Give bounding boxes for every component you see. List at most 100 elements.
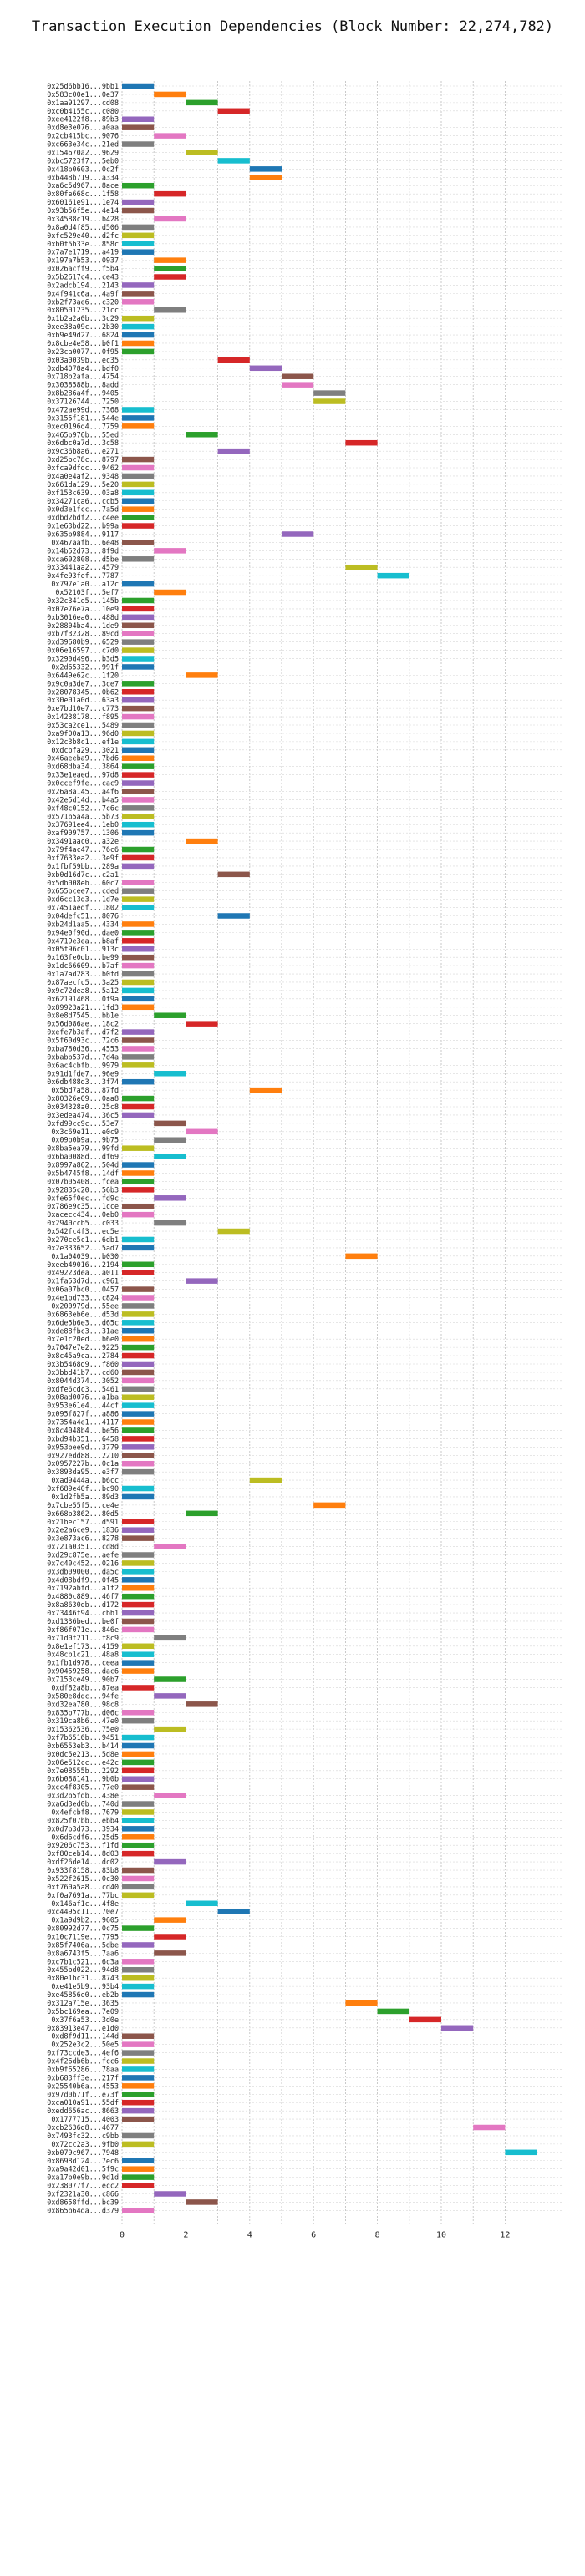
transaction-bar [122,1377,155,1384]
transaction-bar [122,1436,155,1442]
transaction-bar [345,1253,378,1260]
transaction-label: 0xd8f9d11...144d [51,2032,119,2041]
transaction-label: 0xf2321a30...c866 [47,2189,119,2198]
transaction-label: 0xb9f65286...78aa [47,2065,119,2073]
transaction-bar [122,1427,155,1433]
transaction-bar [154,1195,186,1201]
transaction-bar [186,1701,218,1707]
transaction-label: 0x4719e3ea...b8af [47,936,119,945]
transaction-label: 0x06e16597...c7d0 [47,647,119,655]
transaction-bar [122,2092,155,2097]
transaction-label: 0x85f7406a...5dbe [47,1940,119,1949]
transaction-bar [122,1535,155,1541]
transaction-label: 0xdb4078a4...bdf0 [47,364,119,373]
transaction-label: 0x5bc169ea...7e09 [47,2007,119,2016]
transaction-label: 0xb7f32328...89cd [47,630,119,638]
transaction-label: 0x467aafb...6e48 [51,538,119,546]
transaction-bar [122,199,155,205]
transaction-label: 0x095f827f...a886 [47,1410,119,1418]
transaction-bar [154,1137,186,1143]
transaction-bar [377,2008,410,2015]
transaction-label: 0x197a7b53...0937 [47,256,119,265]
transaction-label: 0x3c69e11...e0c9 [51,1128,119,1136]
transaction-bar [154,266,186,271]
transaction-bar [122,1103,155,1110]
transaction-bar [122,797,155,803]
transaction-bar [217,108,250,114]
transaction-bar [345,2000,378,2006]
transaction-bar [122,905,155,910]
transaction-bar [122,854,155,861]
transaction-bar [154,1544,186,1549]
transaction-label: 0xec0196d4...7759 [47,422,119,430]
transaction-bar [345,439,378,446]
transaction-label: 0x3db09000...da5c [47,1567,119,1575]
transaction-label: 0xf760a5a8...cd40 [47,1883,119,1891]
transaction-bar [122,1261,155,1268]
transaction-bar [122,1593,155,1600]
transaction-label: 0xd8658ffd...bc39 [47,2198,119,2206]
transaction-label: 0x655bcee7...cded [47,887,119,895]
transaction-label: 0x2e333652...5ad7 [47,1244,119,1252]
transaction-label: 0xd25bc78c...8797 [47,455,119,464]
transaction-label: 0x28804ba4...1de9 [47,621,119,630]
transaction-bar [122,689,155,695]
transaction-label: 0x6ba0088d...df69 [47,1153,119,1161]
transaction-bar [122,647,155,653]
transaction-label: 0xcb2636d8...4677 [47,2123,119,2132]
transaction-bar [122,896,155,902]
transaction-bar [122,921,155,927]
transaction-bar [122,2075,155,2081]
transaction-bar [122,1029,155,1035]
transaction-label: 0x91d1fde7...96e9 [47,1069,119,1078]
transaction-bar [122,930,155,936]
transaction-label: 0xe41e5b9...93b4 [51,1982,119,1990]
transaction-bar [313,398,346,404]
transaction-label: 0x30e01a0d...63a3 [47,696,119,704]
y-tick-labels: 0x25d6bb16...9bb10x583c00e1...0e370x1aa9… [47,82,119,2214]
transaction-bar [122,1336,155,1342]
transaction-bar [122,1004,155,1011]
transaction-bar [217,448,250,454]
transaction-bar [154,1858,186,1865]
x-tick-label: 6 [311,2230,316,2239]
transaction-bar [122,1369,155,1376]
transaction-label: 0x4e1bd733...c824 [47,1294,119,1302]
transaction-label: 0x1777715...4003 [51,2115,119,2123]
transaction-bar [186,1510,218,1517]
transaction-label: 0x455bd022...94d8 [47,1965,119,1974]
transaction-bar [122,1419,155,1425]
transaction-label: 0x49223dea...a011 [47,1269,119,1277]
transaction-bar [122,83,155,89]
transaction-bar [122,1411,155,1417]
transaction-label: 0x90459258...dac6 [47,1667,119,1676]
transaction-label: 0x238077f7...ecc2 [47,2182,119,2190]
transaction-label: 0x721a0351...cd8d [47,1543,119,1551]
transaction-bar [122,1710,155,1716]
transaction-label: 0x571b5a4a...5b73 [47,812,119,820]
transaction-bar [122,2158,155,2163]
transaction-bar [122,1776,155,1782]
transaction-label: 0xa6c5d967...8ace [47,181,119,190]
transaction-bar [154,1726,186,1732]
transaction-label: 0x0d7b3d73...3934 [47,1824,119,1833]
transaction-bar [122,772,155,778]
transaction-bar [122,1626,155,1633]
transaction-label: 0x418b0603...0c2f [47,165,119,173]
transaction-label: 0xf689e40f...bc90 [47,1484,119,1493]
transaction-label: 0xe45856e0...eb2b [47,1990,119,1999]
transaction-label: 0x1fa53d7d...c961 [47,1277,119,1285]
transaction-bar [154,190,186,197]
transaction-bar [122,2033,155,2039]
transaction-bar [154,1693,186,1699]
transaction-bar [154,1120,186,1127]
transaction-label: 0xde88fbc3...31ae [47,1326,119,1335]
transaction-bar [122,1668,155,1674]
transaction-bar [122,1610,155,1616]
transaction-label: 0xedd656ac...8663 [47,2107,119,2115]
transaction-label: 0xdbd2bdf2...c4ee [47,514,119,522]
transaction-label: 0xad9444a...b6cc [51,1476,119,1484]
transaction-label: 0xca602808...d5be [47,555,119,563]
transaction-label: 0x312a715e...3635 [47,1999,119,2007]
transaction-bar [345,564,378,570]
